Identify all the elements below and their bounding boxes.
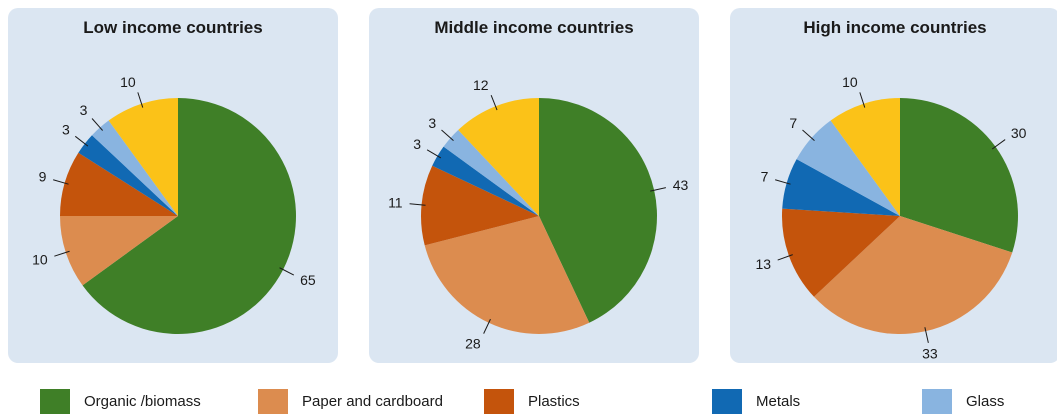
pie-chart: 65 10 9 33 10 [32, 74, 316, 334]
pie-slice-glass [796, 120, 900, 216]
leader-line [74, 135, 89, 147]
legend-item-metals: Metals [712, 388, 800, 414]
pie-slice-metals [432, 146, 539, 216]
data-label: 30 [1011, 125, 1027, 141]
legend-item-organic: Organic /biomass [40, 388, 201, 414]
legend-item-glass: Glass [922, 388, 1004, 414]
legend-swatch-organic [40, 388, 70, 414]
data-label: 3 [428, 115, 436, 131]
data-label: 11 [388, 195, 403, 211]
data-label: 3 [413, 136, 421, 152]
pie-slice-metals [782, 159, 900, 216]
data-label: 65 [300, 272, 316, 288]
data-label: 33 [922, 346, 938, 362]
pie-slice-organic-biomass [539, 98, 657, 323]
legend-swatch-plastics [484, 388, 514, 414]
leader-line [91, 118, 103, 131]
legend-label-metals: Metals [756, 392, 801, 410]
leader-line [802, 129, 815, 141]
leader-line [650, 187, 666, 192]
legend-label-paper: Paper and cardboard [302, 392, 443, 410]
pie-slice-other [458, 98, 539, 216]
data-label: 10 [120, 74, 136, 90]
legend-swatch-metals [712, 388, 742, 414]
chart-panel-middle-income-countries: Middle income countries 43 28 11 3 3 12 [369, 8, 699, 363]
data-label: 10 [842, 74, 858, 90]
pie-slice-plastics [781, 208, 900, 297]
leader-line [53, 179, 69, 185]
data-label: 43 [673, 177, 689, 193]
legend-item-plastics: Plastics [484, 388, 580, 414]
chart-title: High income countries [803, 18, 987, 37]
leader-line [426, 149, 442, 159]
leader-line [490, 94, 498, 111]
pie-slice-paper-and-cardboard [60, 216, 178, 286]
data-label: 10 [32, 252, 48, 268]
leader-line [54, 250, 70, 257]
legend-label-plastics: Plastics [528, 392, 580, 410]
data-label: 7 [761, 169, 769, 185]
leader-line [924, 327, 929, 343]
leader-line [991, 139, 1006, 150]
legend-swatch-glass [922, 388, 952, 414]
chart-panel-high-income-countries: High income countries 30 33 13 7 7 10 [730, 8, 1057, 363]
legend-label-organic: Organic /biomass [84, 392, 201, 410]
data-label: 13 [756, 256, 772, 272]
pie-slice-paper-and-cardboard [813, 216, 1013, 334]
data-label: 3 [80, 102, 88, 118]
data-label: 3 [62, 122, 70, 138]
chart-title: Middle income countries [434, 18, 634, 37]
pie-slice-plastics [421, 165, 539, 246]
pie-slice-plastics [60, 152, 178, 216]
data-label: 28 [465, 336, 481, 352]
pie-chart: 30 33 13 7 7 10 [756, 74, 1027, 362]
legend: Organic /biomass Paper and cardboard Pla… [0, 388, 1057, 414]
leader-line [279, 267, 295, 276]
chart-panel-low-income-countries: Low income countries 65 10 9 3 3 10 [8, 8, 338, 363]
legend-item-paper: Paper and cardboard [258, 388, 443, 414]
pie-slice-metals [78, 135, 178, 216]
leader-line [137, 92, 144, 108]
data-label: 9 [39, 169, 47, 185]
data-label: 7 [789, 115, 797, 131]
pie-slice-other [108, 98, 178, 216]
pie-chart: 43 28 11 33 12 [388, 77, 689, 352]
pie-slice-organic-biomass [900, 98, 1018, 253]
leader-line [775, 179, 791, 185]
pie-slice-glass [443, 129, 539, 216]
leader-line [409, 203, 426, 206]
data-label: 12 [473, 77, 489, 93]
leader-line [859, 92, 866, 108]
chart-title: Low income countries [83, 18, 263, 37]
legend-label-glass: Glass [966, 392, 1005, 410]
leader-line [441, 129, 454, 141]
pie-slice-glass [91, 120, 178, 216]
pie-slice-paper-and-cardboard [424, 216, 590, 334]
pie-slice-organic-biomass [82, 98, 297, 334]
legend-swatch-paper [258, 388, 288, 414]
pie-slice-other [830, 98, 900, 216]
leader-line [777, 254, 793, 261]
leader-line [483, 318, 491, 334]
